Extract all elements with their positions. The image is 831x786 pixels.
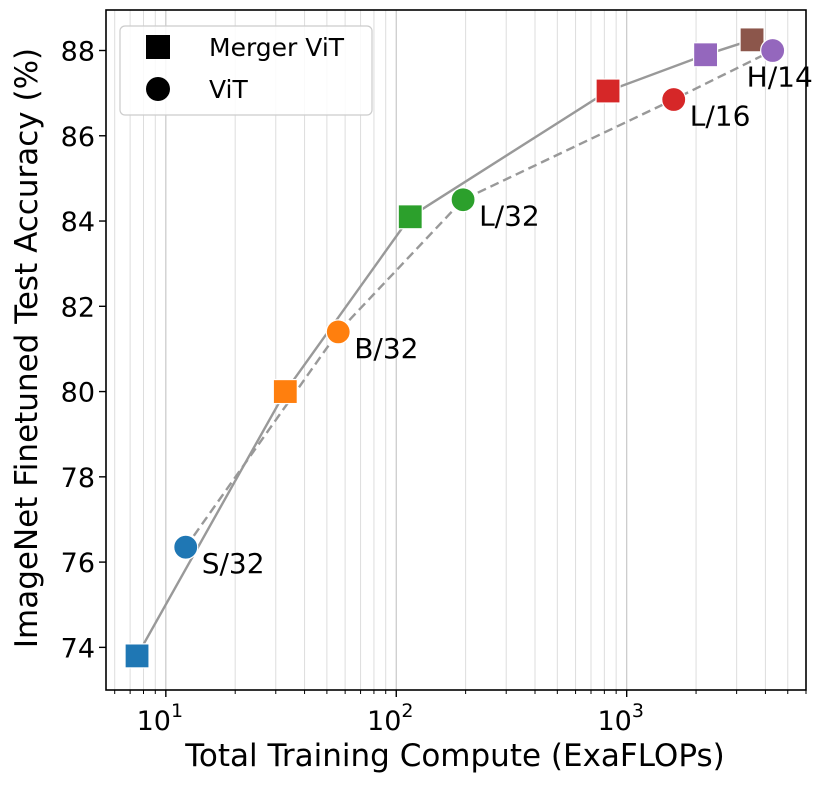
merger-vit-square-point — [124, 643, 150, 669]
y-tick-label: 88 — [61, 37, 95, 68]
legend-label-vit: ViT — [209, 75, 248, 104]
y-tick-label: 74 — [61, 633, 95, 664]
merger-vit-square-point — [595, 78, 621, 104]
point-labels: S/32 B/32 L/32 L/16 H/14 — [202, 61, 813, 581]
vit-line — [184, 49, 774, 548]
merger-vit-square-point — [739, 27, 765, 53]
merger-vit-square-point — [397, 204, 423, 230]
point-label: H/14 — [747, 61, 813, 94]
y-tick-label: 86 — [61, 122, 95, 153]
legend-circle-marker — [146, 77, 170, 101]
point-label: L/32 — [479, 200, 540, 233]
point-label: L/16 — [690, 100, 751, 133]
y-tick-label: 80 — [61, 378, 95, 409]
vit-circle-point — [661, 86, 687, 113]
legend-box — [119, 25, 373, 116]
plot-frame — [105, 9, 807, 691]
x-tick-label: 101 — [137, 700, 183, 737]
x-tick-label: 103 — [597, 700, 643, 737]
legend-label-merger-vit: Merger ViT — [209, 33, 345, 62]
legend: Merger ViT ViT — [119, 25, 373, 116]
y-axis-title: ImageNet Finetuned Test Accuracy (%) — [9, 48, 45, 648]
grid-lines — [114, 10, 807, 690]
y-tick-label: 82 — [61, 292, 95, 323]
y-tick-label: 78 — [61, 463, 95, 494]
vit-circle-point — [450, 187, 476, 213]
point-label: S/32 — [202, 547, 265, 580]
merger-vit-square-point — [692, 42, 719, 68]
legend-square-marker — [146, 35, 170, 59]
vit-circle-point — [760, 37, 786, 64]
y-tick-label: 76 — [61, 548, 95, 579]
vit-circle-point — [325, 319, 351, 345]
x-tick-label: 102 — [367, 700, 413, 737]
axis-ticks: 101 102 103 74 76 78 80 82 84 86 88 — [61, 37, 807, 737]
point-label: B/32 — [354, 332, 418, 365]
x-axis-title: Total Training Compute (ExaFLOPs) — [184, 738, 724, 774]
y-tick-label: 84 — [61, 207, 95, 238]
merger-vit-square-point — [272, 378, 298, 405]
data-markers — [124, 27, 786, 669]
vit-circle-point — [173, 534, 199, 560]
